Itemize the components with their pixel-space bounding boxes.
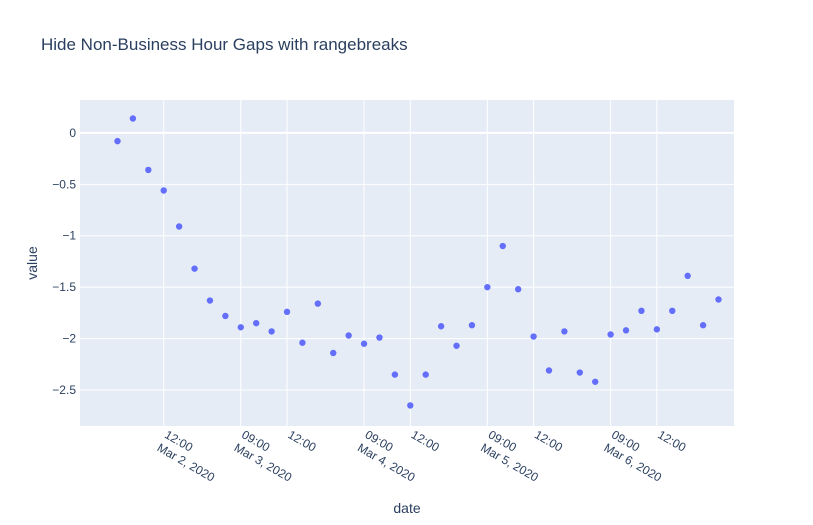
- data-point[interactable]: [592, 378, 599, 385]
- data-point[interactable]: [530, 333, 537, 340]
- data-point[interactable]: [252, 319, 260, 327]
- data-point[interactable]: [437, 323, 445, 330]
- y-tick-label: −2: [62, 332, 76, 346]
- x-tick-time-label: 12:00: [655, 427, 688, 454]
- data-point[interactable]: [638, 307, 645, 315]
- data-point[interactable]: [545, 367, 553, 374]
- data-point[interactable]: [283, 308, 291, 316]
- x-tick-group: 12:00: [286, 427, 319, 454]
- data-point[interactable]: [360, 340, 368, 347]
- data-point[interactable]: [114, 137, 121, 145]
- data-point[interactable]: [268, 328, 275, 335]
- x-tick-group: 12:00: [409, 427, 442, 454]
- x-tick-time-label: 12:00: [286, 427, 319, 454]
- data-point[interactable]: [576, 369, 584, 376]
- data-point[interactable]: [669, 307, 676, 315]
- data-point[interactable]: [314, 300, 322, 307]
- data-point[interactable]: [376, 334, 383, 341]
- x-tick-time-label: 12:00: [409, 427, 442, 454]
- data-point[interactable]: [237, 324, 244, 331]
- data-point[interactable]: [622, 327, 630, 334]
- data-point[interactable]: [407, 402, 414, 409]
- data-point[interactable]: [684, 272, 691, 280]
- plot-area[interactable]: [80, 100, 734, 426]
- x-gridlines: [163, 100, 658, 426]
- y-tick-label: 0: [69, 126, 76, 140]
- data-point[interactable]: [715, 296, 722, 303]
- data-point[interactable]: [484, 283, 491, 291]
- data-point[interactable]: [422, 371, 429, 378]
- data-point[interactable]: [391, 371, 399, 378]
- data-points: [114, 115, 722, 409]
- x-axis-title: date: [393, 500, 420, 516]
- data-point[interactable]: [453, 342, 460, 349]
- data-point[interactable]: [160, 187, 167, 194]
- y-axis-title: value: [24, 246, 40, 280]
- data-point[interactable]: [699, 322, 707, 329]
- y-tick-label: −2.5: [52, 383, 76, 397]
- x-tick-group: 12:00: [655, 427, 688, 454]
- data-point[interactable]: [330, 349, 337, 357]
- data-point[interactable]: [191, 265, 198, 272]
- data-point[interactable]: [607, 331, 614, 338]
- y-gridlines: [80, 131, 734, 391]
- y-tick-label: −0.5: [52, 177, 76, 191]
- x-tick-group: 12:00: [532, 427, 565, 454]
- data-point[interactable]: [222, 312, 229, 320]
- data-point[interactable]: [468, 322, 476, 329]
- data-point[interactable]: [175, 223, 183, 230]
- data-point[interactable]: [299, 339, 306, 346]
- data-point[interactable]: [514, 286, 522, 293]
- x-tick-time-label: 12:00: [532, 427, 565, 454]
- chart-title: Hide Non-Business Hour Gaps with rangebr…: [41, 35, 408, 54]
- y-tick-label: −1.5: [52, 280, 76, 294]
- data-point[interactable]: [129, 115, 137, 122]
- data-point[interactable]: [345, 332, 352, 339]
- data-point[interactable]: [499, 242, 506, 250]
- data-point[interactable]: [145, 166, 152, 174]
- data-point[interactable]: [561, 328, 568, 335]
- data-point[interactable]: [206, 297, 214, 304]
- y-tick-labels: 0 −0.5 −1 −1.5 −2 −2.5: [52, 126, 76, 397]
- y-tick-label: −1: [62, 229, 76, 243]
- data-point[interactable]: [653, 326, 661, 333]
